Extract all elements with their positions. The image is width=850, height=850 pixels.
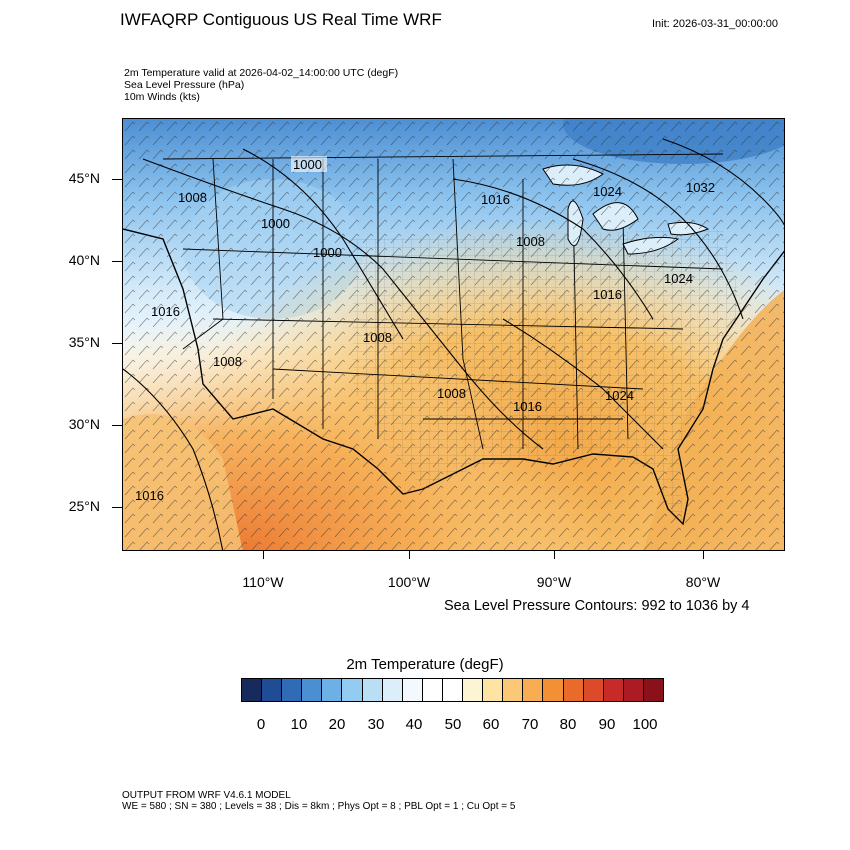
- colorbar-swatch: [282, 679, 303, 701]
- slp-label: 1024: [664, 271, 693, 286]
- slp-label: 1008: [363, 330, 392, 345]
- temperature-colorbar: [241, 678, 664, 702]
- lon-tick: [703, 551, 704, 559]
- field-description-winds: 10m Winds (kts): [124, 91, 200, 103]
- lat-tick: [112, 507, 122, 508]
- colorbar-label: 70: [521, 716, 539, 733]
- colorbar-label: 90: [598, 716, 616, 733]
- lat-label-40n: 40°N: [68, 252, 100, 268]
- page-title: IWFAQRP Contiguous US Real Time WRF: [120, 10, 442, 29]
- slp-label: 1008: [437, 386, 466, 401]
- colorbar-swatch: [503, 679, 524, 701]
- colorbar-label: 20: [328, 716, 346, 733]
- colorbar-swatch: [483, 679, 504, 701]
- colorbar-swatch: [583, 679, 604, 701]
- lon-label-90w: 90°W: [536, 574, 572, 590]
- slp-label: 1016: [135, 488, 164, 503]
- lat-label-30n: 30°N: [68, 416, 100, 432]
- colorbar-swatch: [402, 679, 423, 701]
- colorbar-swatch: [302, 679, 323, 701]
- model-info: OUTPUT FROM WRF V4.6.1 MODEL: [122, 790, 291, 801]
- lat-tick: [112, 261, 122, 262]
- colorbar-swatch: [382, 679, 403, 701]
- colorbar-title: 2m Temperature (degF): [346, 656, 504, 673]
- colorbar-swatch: [463, 679, 484, 701]
- colorbar-swatch: [543, 679, 564, 701]
- slp-label-group: 1000 1008 1000 1000 1016 1024 1032 1008 …: [135, 156, 715, 503]
- lon-tick: [409, 551, 410, 559]
- slp-label: 1008: [516, 234, 545, 249]
- lat-tick: [112, 179, 122, 180]
- slp-label: 1000: [293, 157, 322, 172]
- colorbar-swatch: [442, 679, 464, 701]
- slp-label: 1016: [513, 399, 542, 414]
- slp-label: 1000: [261, 216, 290, 231]
- lon-tick: [554, 551, 555, 559]
- init-time: Init: 2026-03-31_00:00:00: [652, 18, 778, 30]
- lat-label-45n: 45°N: [68, 170, 100, 186]
- lat-tick: [112, 343, 122, 344]
- weather-map: 1000 1008 1000 1000 1016 1024 1032 1008 …: [122, 118, 785, 551]
- slp-label: 1000: [313, 245, 342, 260]
- model-config: WE = 580 ; SN = 380 ; Levels = 38 ; Dis …: [122, 801, 516, 812]
- slp-contours: [123, 138, 784, 550]
- colorbar-label: 80: [559, 716, 577, 733]
- colorbar-label: 60: [482, 716, 500, 733]
- wind-barbs: [123, 119, 784, 550]
- colorbar-label: 0: [256, 716, 266, 733]
- slp-label: 1016: [593, 287, 622, 302]
- map-canvas: 1000 1008 1000 1000 1016 1024 1032 1008 …: [123, 119, 784, 550]
- lat-tick: [112, 425, 122, 426]
- lat-label-35n: 35°N: [68, 334, 100, 350]
- slp-label: 1008: [213, 354, 242, 369]
- slp-label: 1016: [151, 304, 180, 319]
- lon-label-110w: 110°W: [242, 574, 284, 590]
- lat-label-25n: 25°N: [68, 498, 100, 514]
- colorbar-label: 10: [290, 716, 308, 733]
- colorbar-label: 50: [444, 716, 462, 733]
- colorbar-swatch: [322, 679, 343, 701]
- lon-label-100w: 100°W: [387, 574, 431, 590]
- field-description-pressure: Sea Level Pressure (hPa): [124, 79, 245, 91]
- lon-tick: [263, 551, 264, 559]
- colorbar-swatch: [422, 679, 443, 701]
- colorbar-swatch: [623, 679, 644, 701]
- colorbar-swatch: [563, 679, 584, 701]
- colorbar-swatch: [523, 679, 544, 701]
- colorbar-label: 30: [367, 716, 385, 733]
- colorbar-swatch: [643, 679, 663, 701]
- slp-label: 1024: [605, 388, 634, 403]
- colorbar-label: 40: [405, 716, 423, 733]
- colorbar-label: 100: [632, 716, 658, 733]
- colorbar-swatch: [603, 679, 624, 701]
- slp-label: 1016: [481, 192, 510, 207]
- lon-label-80w: 80°W: [685, 574, 721, 590]
- colorbar-swatch: [362, 679, 383, 701]
- slp-label: 1032: [686, 180, 715, 195]
- contour-note: Sea Level Pressure Contours: 992 to 1036…: [444, 598, 750, 614]
- colorbar-swatch: [242, 679, 263, 701]
- colorbar-swatch: [262, 679, 283, 701]
- field-description-temperature: 2m Temperature valid at 2026-04-02_14:00…: [124, 67, 399, 79]
- slp-label: 1008: [178, 190, 207, 205]
- colorbar-swatch: [342, 679, 363, 701]
- slp-label: 1024: [593, 184, 622, 199]
